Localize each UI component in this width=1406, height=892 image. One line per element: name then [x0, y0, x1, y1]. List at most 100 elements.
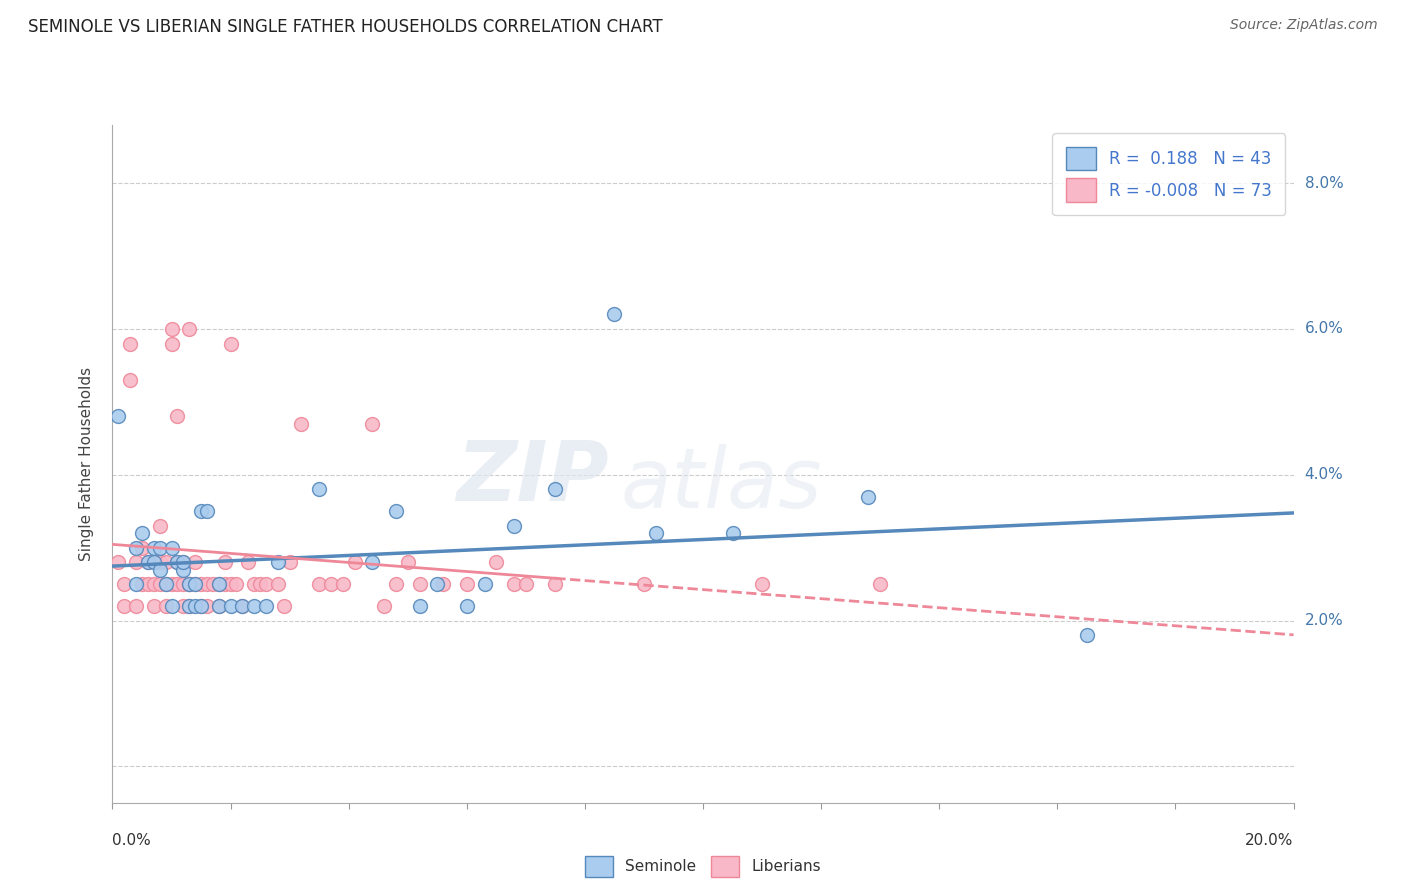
Point: [219, 336, 242, 351]
Point: [319, 577, 342, 591]
Point: [172, 577, 194, 591]
Point: [456, 577, 478, 591]
Text: 4.0%: 4.0%: [1305, 467, 1343, 483]
Point: [474, 577, 496, 591]
Point: [149, 541, 172, 555]
Point: [160, 577, 183, 591]
Point: [456, 599, 478, 613]
Point: [184, 577, 207, 591]
Point: [544, 483, 567, 497]
Point: [112, 577, 135, 591]
Point: [190, 504, 212, 518]
Legend: Seminole, Liberians: Seminole, Liberians: [579, 849, 827, 883]
Point: [214, 555, 236, 569]
Text: 2.0%: 2.0%: [1305, 613, 1343, 628]
Point: [201, 577, 224, 591]
Point: [361, 417, 384, 431]
Point: [149, 577, 172, 591]
Point: [172, 555, 194, 569]
Point: [125, 577, 148, 591]
Point: [155, 577, 177, 591]
Point: [190, 599, 212, 613]
Point: [195, 599, 218, 613]
Point: [208, 599, 231, 613]
Point: [166, 555, 188, 569]
Point: [166, 555, 188, 569]
Point: [225, 577, 247, 591]
Point: [149, 518, 172, 533]
Point: [142, 541, 165, 555]
Point: [408, 577, 430, 591]
Point: [721, 526, 744, 541]
Point: [107, 555, 129, 569]
Point: [184, 555, 207, 569]
Point: [184, 577, 207, 591]
Point: [219, 599, 242, 613]
Point: [179, 599, 201, 613]
Point: [254, 577, 277, 591]
Point: [208, 577, 231, 591]
Point: [112, 599, 135, 613]
Text: 8.0%: 8.0%: [1305, 176, 1343, 191]
Point: [184, 599, 207, 613]
Point: [142, 555, 165, 569]
Point: [172, 562, 194, 576]
Point: [644, 526, 666, 541]
Point: [432, 577, 454, 591]
Point: [503, 577, 526, 591]
Point: [120, 336, 142, 351]
Point: [426, 577, 449, 591]
Point: [243, 599, 266, 613]
Point: [373, 599, 395, 613]
Point: [107, 409, 129, 424]
Point: [267, 555, 290, 569]
Point: [343, 555, 366, 569]
Point: [190, 599, 212, 613]
Text: 20.0%: 20.0%: [1246, 833, 1294, 848]
Point: [195, 577, 218, 591]
Point: [231, 599, 253, 613]
Point: [160, 541, 183, 555]
Point: [214, 577, 236, 591]
Point: [195, 504, 218, 518]
Point: [149, 562, 172, 576]
Point: [385, 577, 408, 591]
Point: [515, 577, 537, 591]
Point: [131, 577, 153, 591]
Point: [142, 599, 165, 613]
Point: [160, 336, 183, 351]
Text: SEMINOLE VS LIBERIAN SINGLE FATHER HOUSEHOLDS CORRELATION CHART: SEMINOLE VS LIBERIAN SINGLE FATHER HOUSE…: [28, 18, 662, 36]
Point: [125, 599, 148, 613]
Point: [1076, 628, 1098, 642]
Point: [385, 504, 408, 518]
Point: [120, 373, 142, 387]
Point: [208, 599, 231, 613]
Point: [155, 577, 177, 591]
Point: [267, 577, 290, 591]
Point: [160, 599, 183, 613]
Text: atlas: atlas: [620, 443, 823, 524]
Point: [166, 409, 188, 424]
Point: [179, 577, 201, 591]
Point: [131, 541, 153, 555]
Point: [485, 555, 508, 569]
Point: [155, 555, 177, 569]
Point: [238, 555, 260, 569]
Point: [219, 577, 242, 591]
Text: 6.0%: 6.0%: [1305, 321, 1344, 336]
Point: [166, 577, 188, 591]
Point: [149, 555, 172, 569]
Point: [544, 577, 567, 591]
Point: [172, 599, 194, 613]
Point: [290, 417, 312, 431]
Point: [408, 599, 430, 613]
Point: [308, 577, 330, 591]
Point: [273, 599, 295, 613]
Point: [179, 322, 201, 336]
Point: [254, 599, 277, 613]
Point: [503, 518, 526, 533]
Point: [136, 577, 159, 591]
Point: [633, 577, 655, 591]
Point: [249, 577, 271, 591]
Point: [332, 577, 354, 591]
